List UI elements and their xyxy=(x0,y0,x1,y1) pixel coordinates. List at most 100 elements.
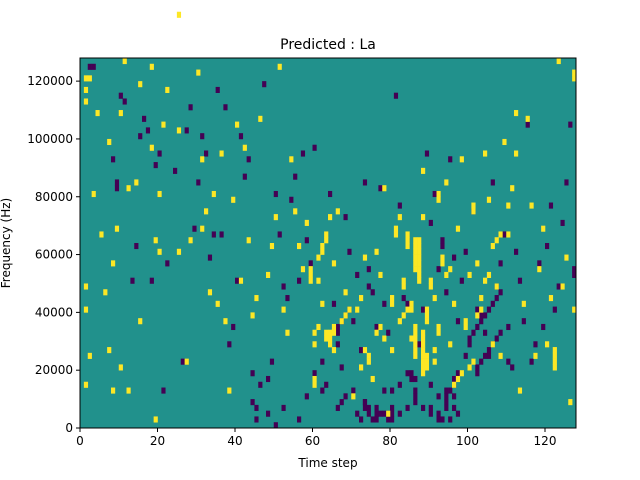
heatmap-cell-low xyxy=(390,387,395,394)
heatmap-cell-low xyxy=(130,277,135,284)
heatmap-cell-low xyxy=(273,422,278,429)
heatmap-cell-high xyxy=(107,138,112,146)
heatmap-cell-high xyxy=(401,312,406,319)
heatmap-cell-high xyxy=(467,271,472,278)
heatmap-cell-high xyxy=(83,98,89,105)
heatmap-cell-low xyxy=(436,266,441,273)
heatmap-cell-high xyxy=(359,364,364,371)
heatmap-cell-low xyxy=(347,248,352,255)
heatmap-cell-high xyxy=(424,364,430,371)
heatmap-cell-low xyxy=(250,370,255,377)
heatmap-cell-high xyxy=(486,196,492,203)
heatmap-cell-high xyxy=(506,231,511,238)
heatmap-cell-high xyxy=(374,248,379,255)
heatmap-cell-high xyxy=(517,387,523,394)
heatmap-cell-low xyxy=(374,404,379,411)
heatmap-cell-low xyxy=(475,306,480,313)
heatmap-cell-low xyxy=(118,92,123,99)
heatmap-cell-high xyxy=(83,381,89,388)
heatmap-cell-high xyxy=(490,341,495,348)
heatmap-cell-high xyxy=(421,335,426,342)
y-tick-label: 100000 xyxy=(27,132,73,146)
heatmap-cell-low xyxy=(266,375,271,383)
heatmap-cell-low xyxy=(343,214,348,221)
heatmap-cell-low xyxy=(390,404,395,411)
heatmap-cell-low xyxy=(444,404,449,411)
heatmap-cell-low xyxy=(304,237,309,244)
heatmap-cell-low xyxy=(560,219,565,226)
heatmap-cell-high xyxy=(471,202,476,209)
heatmap-cell-low xyxy=(312,370,317,377)
heatmap-cell-low xyxy=(475,370,480,377)
heatmap-cell-high xyxy=(328,335,333,342)
heatmap-cell-high xyxy=(300,266,306,273)
y-tick-label: 40000 xyxy=(35,305,73,319)
heatmap-cell-low xyxy=(343,393,348,400)
heatmap-cell-low xyxy=(448,416,453,423)
y-tick-label: 0 xyxy=(65,421,73,435)
heatmap-cell-low xyxy=(428,404,433,411)
heatmap-cell-high xyxy=(328,341,333,348)
heatmap-cell-low xyxy=(359,416,364,423)
heatmap-cell-high xyxy=(285,329,290,336)
heatmap-cell-high xyxy=(118,110,123,117)
heatmap-cell-high xyxy=(413,352,418,359)
heatmap-cell-high xyxy=(320,248,325,255)
heatmap-cell-low xyxy=(273,190,278,198)
heatmap-cell-low xyxy=(370,416,375,423)
heatmap-cell-high xyxy=(421,167,426,174)
heatmap-cell-low xyxy=(483,329,488,336)
heatmap-cell-high xyxy=(304,219,309,226)
heatmap-cell-low xyxy=(258,381,263,388)
heatmap-cell-low xyxy=(211,231,216,238)
heatmap-cell-low xyxy=(374,323,379,331)
heatmap-cell-high xyxy=(413,243,418,250)
heatmap-cell-high xyxy=(475,260,480,267)
heatmap-cell-high xyxy=(122,58,127,65)
heatmap-cell-high xyxy=(572,75,577,82)
heatmap-cell-high xyxy=(521,300,526,307)
heatmap-cell-low xyxy=(304,393,309,400)
heatmap-cell-low xyxy=(529,358,534,365)
heatmap-cell-low xyxy=(455,370,461,377)
heatmap-cell-high xyxy=(83,86,89,93)
heatmap-cell-high xyxy=(413,237,418,244)
heatmap-cell-high xyxy=(417,277,422,284)
heatmap-cell-high xyxy=(537,266,542,273)
heatmap-cell-high xyxy=(432,347,437,354)
heatmap-cell-low xyxy=(479,318,484,325)
heatmap-cell-high xyxy=(572,306,577,313)
heatmap-cell-high xyxy=(227,387,232,394)
heatmap-cell-low xyxy=(366,404,371,411)
heatmap-cell-low xyxy=(235,277,240,284)
heatmap-cell-high xyxy=(483,277,488,284)
heatmap-cell-high xyxy=(293,208,298,215)
heatmap-cell-low xyxy=(432,190,437,198)
heatmap-cell-low xyxy=(173,167,178,174)
heatmap-cell-high xyxy=(552,358,557,365)
heatmap-cell-high xyxy=(455,225,461,232)
heatmap-cell-high xyxy=(331,329,337,336)
heatmap-cell-low xyxy=(459,277,464,284)
heatmap-cell-high xyxy=(289,156,294,163)
heatmap-cell-high xyxy=(223,318,228,325)
heatmap-cell-low xyxy=(335,329,340,336)
heatmap-cell-high xyxy=(153,416,158,423)
heatmap-cell-low xyxy=(378,185,383,192)
heatmap-cell-high xyxy=(417,237,422,244)
x-tick-label: 80 xyxy=(382,434,397,448)
heatmap-cell-low xyxy=(207,254,213,261)
heatmap-cell-high xyxy=(153,237,158,244)
heatmap-cell-low xyxy=(417,341,422,348)
heatmap-cell-high xyxy=(510,185,515,192)
heatmap-cell-high xyxy=(382,185,387,192)
heatmap-cell-low xyxy=(355,271,360,278)
y-tick-label: 80000 xyxy=(35,190,73,204)
heatmap-cell-high xyxy=(463,323,468,331)
heatmap-cell-high xyxy=(459,370,464,377)
heatmap-cell-low xyxy=(351,387,356,394)
heatmap-cell-low xyxy=(533,341,538,348)
heatmap-cell-high xyxy=(378,323,383,331)
heatmap-cell-high xyxy=(533,352,538,359)
heatmap-cell-low xyxy=(421,404,426,411)
